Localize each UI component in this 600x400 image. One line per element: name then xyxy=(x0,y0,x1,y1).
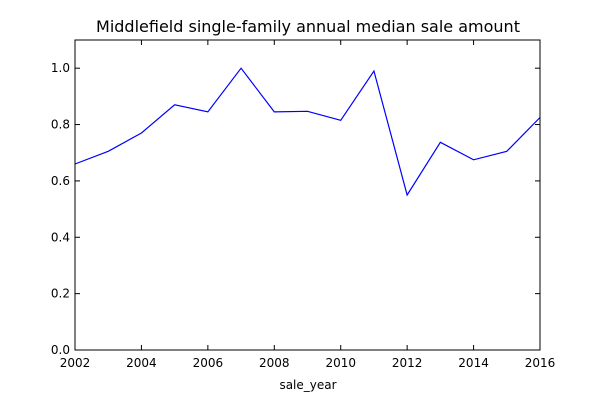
x-tick-label: 2006 xyxy=(193,356,224,370)
chart-title: Middlefield single-family annual median … xyxy=(96,17,520,36)
axis-ticks xyxy=(74,40,541,351)
x-tick-label: 2016 xyxy=(525,356,556,370)
plot-frame xyxy=(74,39,541,351)
x-tick-label: 2004 xyxy=(126,356,157,370)
y-tick-label: 0.4 xyxy=(51,230,70,244)
x-tick-label: 2008 xyxy=(259,356,290,370)
x-tick-label: 2012 xyxy=(392,356,423,370)
tick-labels: 2002 2004 2006 2008 2010 2012 2014 2016 0.0 0.2 0.… xyxy=(51,61,555,370)
x-tick-label: 2010 xyxy=(325,356,356,370)
x-tick-label: 2014 xyxy=(458,356,489,370)
y-tick-label: 0.6 xyxy=(51,174,70,188)
y-tick-label: 0.0 xyxy=(51,343,70,357)
y-tick-label: 1.0 xyxy=(51,61,70,75)
x-tick-label: 2002 xyxy=(60,356,91,370)
x-axis-label: sale_year xyxy=(279,378,336,392)
plot-area xyxy=(74,39,541,351)
series-line xyxy=(74,67,541,197)
y-tick-label: 0.2 xyxy=(51,287,70,301)
y-tick-label: 0.8 xyxy=(51,118,70,132)
